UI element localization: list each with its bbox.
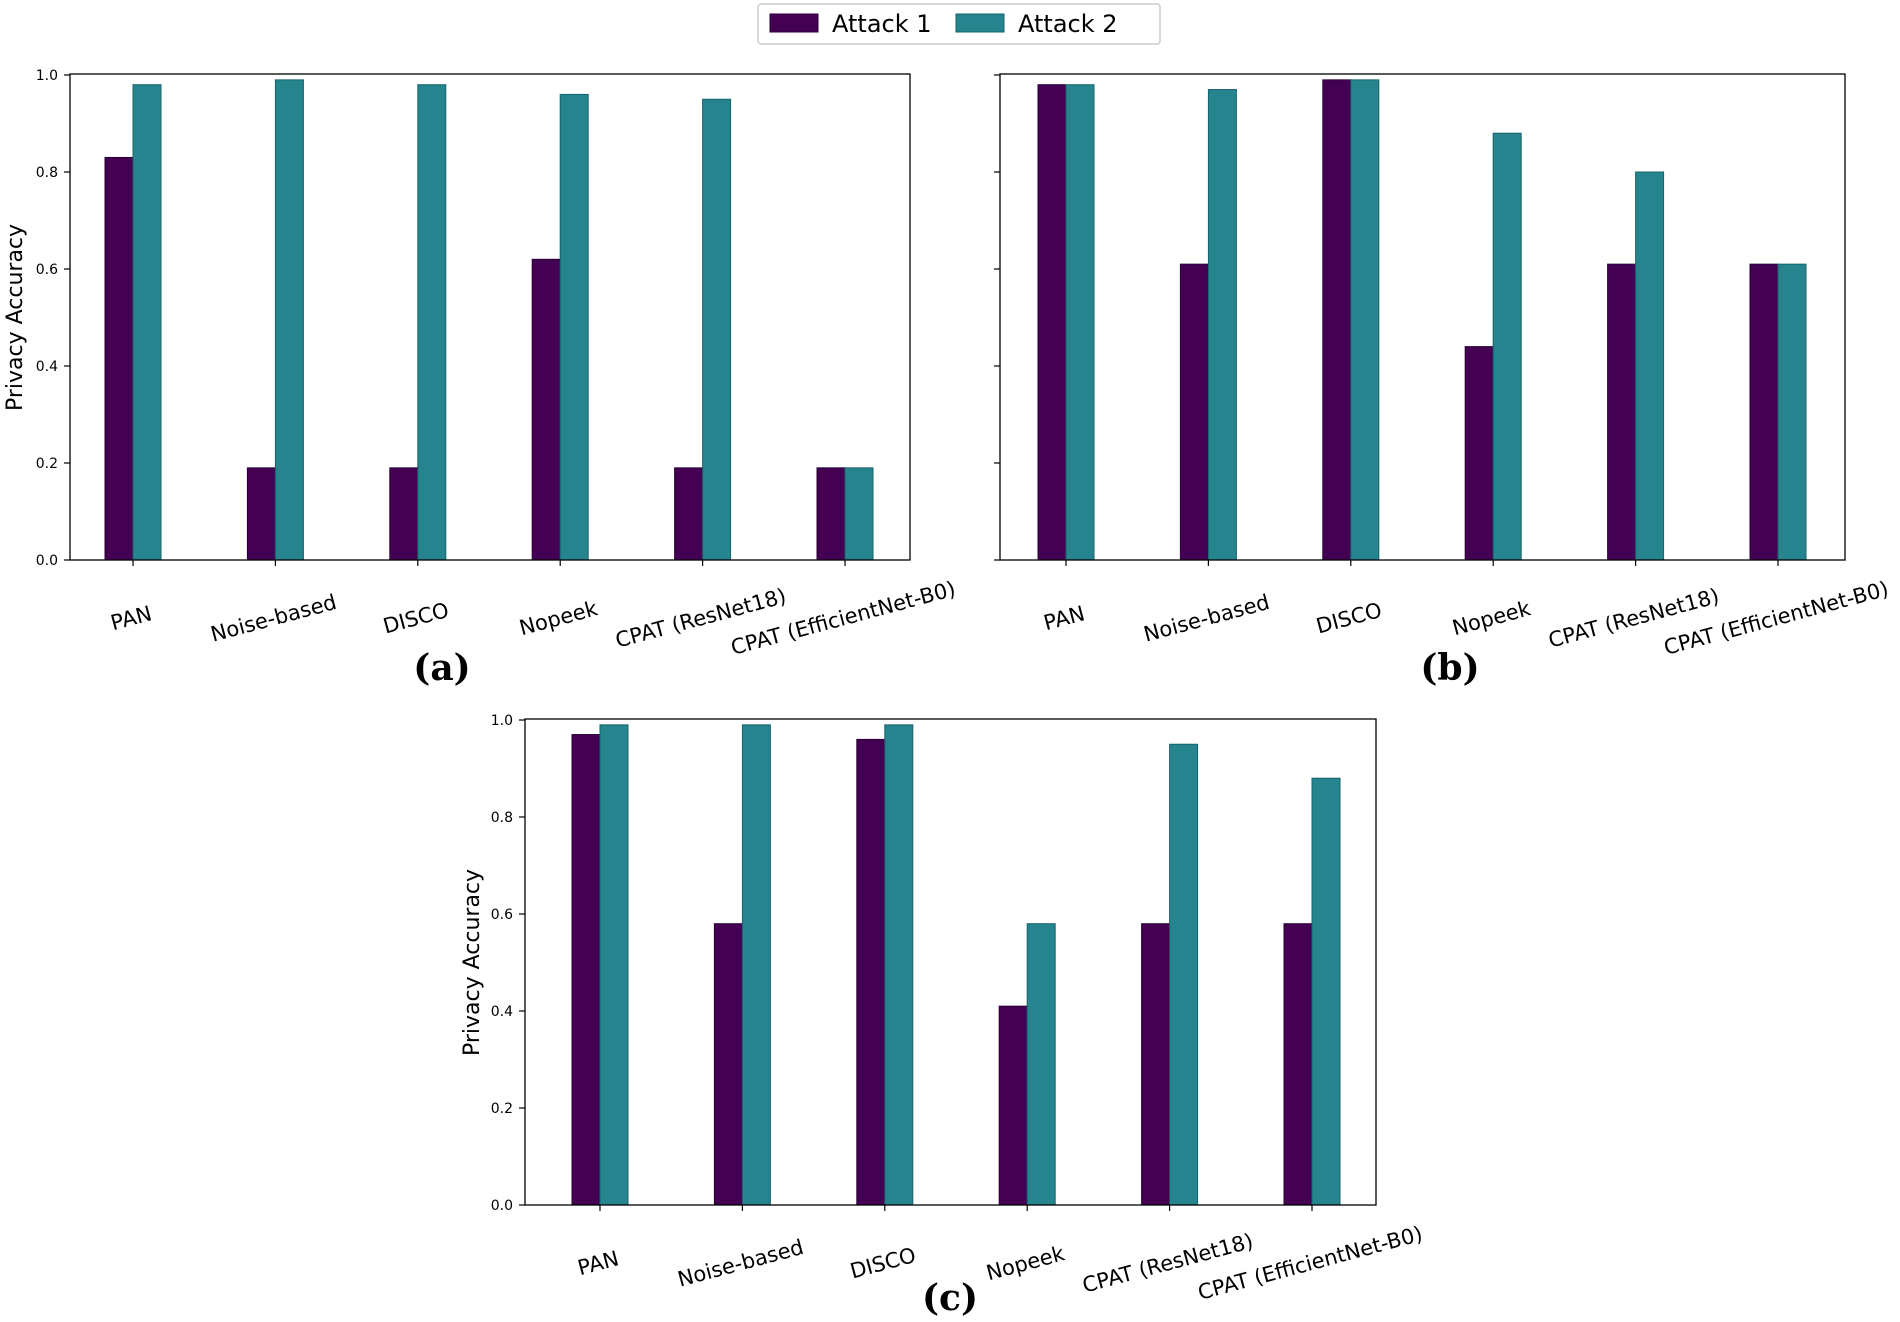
bar-attack-1: [1322, 79, 1352, 561]
y-tick-label: 0.4: [36, 359, 58, 375]
x-tick-label: Nopeek: [984, 1241, 1068, 1285]
panel-label: (a): [413, 647, 470, 689]
bar-attack-1: [856, 738, 886, 1206]
bar-attack-2: [132, 84, 162, 561]
bar-attack-2: [1350, 79, 1380, 561]
bar-attack-1: [1464, 346, 1494, 561]
bar-attack-2: [274, 79, 304, 561]
bar-attack-2: [844, 467, 874, 561]
bar-attack-1: [1283, 923, 1313, 1206]
x-tick-label: Nopeek: [517, 596, 601, 640]
bar-attack-1: [104, 156, 134, 561]
x-tick-label: Nopeek: [1450, 596, 1534, 640]
bar-attack-1: [998, 1005, 1028, 1206]
bar-attack-2: [1635, 171, 1665, 561]
y-tick-label: 0.6: [491, 907, 513, 923]
bar-attack-1: [531, 258, 561, 561]
panel-a: 0.0 0.2 0.4 0.6 0.8 1.0 PAN Noise-based DISCO Nop…: [3, 68, 958, 689]
y-tick-label: 0.8: [491, 810, 513, 826]
y-tick-label: 0.8: [36, 165, 58, 181]
bar-attack-2: [884, 724, 914, 1206]
y-tick-label: 1.0: [36, 68, 58, 84]
bar-attack-2: [1311, 777, 1341, 1206]
bar-attack-2: [1169, 743, 1199, 1206]
x-tick-label: DISCO: [1314, 598, 1385, 638]
y-tick-label: 1.0: [491, 713, 513, 729]
y-tick-label: 0.0: [491, 1198, 513, 1214]
axes-frame: [69, 73, 911, 561]
y-tick-label: 0.4: [491, 1004, 513, 1020]
axes-frame: [999, 73, 1846, 561]
bar-attack-1: [389, 467, 419, 561]
y-tick-label: 0.2: [36, 456, 58, 472]
x-tick-label: DISCO: [848, 1243, 919, 1283]
y-axis-label: Privacy Accuracy: [460, 869, 485, 1056]
bar-attack-1: [1037, 84, 1067, 561]
legend: Attack 1 Attack 2: [757, 3, 1161, 45]
legend-label-attack-1: Attack 1: [832, 10, 932, 38]
bar-attack-2: [599, 724, 629, 1206]
bar-attack-1: [571, 734, 601, 1206]
bar-attack-2: [741, 724, 771, 1206]
y-tick-label: 0.6: [36, 262, 58, 278]
x-tick-label: PAN: [108, 601, 154, 635]
bar-attack-2: [417, 84, 447, 561]
bar-attack-2: [559, 93, 589, 561]
bar-attack-1: [713, 923, 743, 1206]
y-axis-label: Privacy Accuracy: [3, 224, 28, 411]
x-tick-label: Noise-based: [1141, 590, 1272, 647]
x-tick-label: Noise-based: [675, 1235, 806, 1292]
legend-swatch-attack-1: [769, 13, 819, 33]
panel-b: PAN Noise-based DISCO Nopeek CPAT (ResNet18)…: [994, 73, 1891, 689]
bar-attack-2: [1065, 84, 1095, 561]
bar-attack-2: [1492, 132, 1522, 561]
axes-frame: [524, 718, 1377, 1206]
y-tick-label: 0.0: [36, 553, 58, 569]
bar-attack-2: [702, 98, 732, 561]
legend-label-attack-2: Attack 2: [1018, 10, 1118, 38]
bar-attack-1: [1179, 263, 1209, 561]
bar-attack-2: [1777, 263, 1807, 561]
bar-attack-2: [1026, 923, 1056, 1206]
bar-attack-1: [1749, 263, 1779, 561]
x-tick-label: PAN: [575, 1246, 621, 1280]
bar-attack-1: [1141, 923, 1171, 1206]
x-tick-label: Noise-based: [208, 590, 339, 647]
bar-attack-2: [1207, 89, 1237, 561]
y-tick-label: 0.2: [491, 1101, 513, 1117]
x-tick-label: PAN: [1041, 601, 1087, 635]
bar-attack-1: [246, 467, 276, 561]
x-tick-label: DISCO: [381, 598, 452, 638]
panel-label: (b): [1420, 647, 1479, 689]
panel-c: 0.0 0.2 0.4 0.6 0.8 1.0 PAN Noise-based DISCO Nop…: [460, 713, 1425, 1319]
bar-attack-1: [674, 467, 704, 561]
bar-attack-1: [1607, 263, 1637, 561]
panel-label: (c): [922, 1277, 978, 1319]
bar-attack-1: [816, 467, 846, 561]
legend-swatch-attack-2: [955, 13, 1005, 33]
